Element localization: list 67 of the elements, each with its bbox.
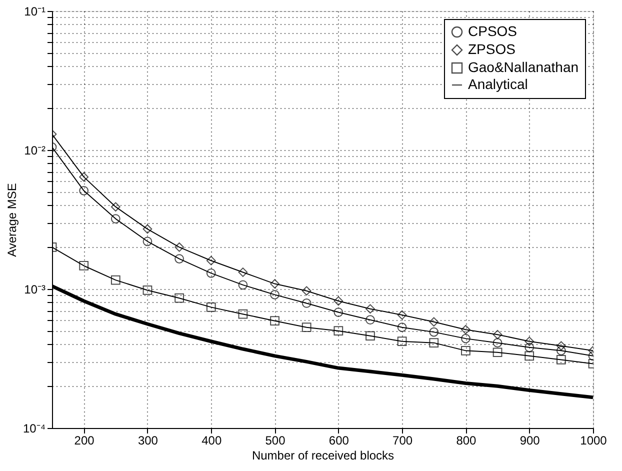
point: [429, 317, 439, 327]
point: [334, 326, 344, 336]
point: [366, 315, 375, 325]
point: [461, 334, 470, 344]
x-tick-label: 500: [265, 434, 286, 448]
point: [79, 186, 89, 196]
point: [492, 348, 502, 358]
legend-label: CPSOS: [468, 23, 518, 39]
point: [142, 224, 152, 234]
point: [142, 286, 152, 295]
point: [429, 327, 439, 337]
point: [270, 316, 280, 326]
x-tick-label: 300: [138, 434, 158, 448]
point: [270, 290, 280, 300]
point: [397, 310, 407, 320]
point: [461, 324, 470, 334]
point: [556, 355, 566, 364]
point: [492, 338, 502, 348]
point: [524, 351, 534, 361]
point: [302, 322, 312, 332]
x-axis-title: Number of received blocks: [252, 448, 394, 462]
point: [110, 202, 120, 212]
point: [556, 341, 566, 351]
point: [79, 261, 89, 270]
point: [302, 286, 312, 296]
point: [174, 242, 184, 252]
point: [429, 338, 439, 348]
point: [110, 214, 120, 224]
point: [270, 279, 280, 288]
point: [524, 336, 534, 346]
point: [334, 296, 344, 306]
point: [238, 309, 248, 319]
point: [524, 342, 534, 352]
y-tick-label: 10⁻⁴: [22, 422, 46, 436]
x-tick-label: 200: [74, 434, 95, 448]
legend-label: Gao&Nallanathan: [468, 59, 579, 75]
point: [206, 268, 216, 278]
y-tick-label: 10⁻¹: [24, 4, 46, 18]
point: [174, 254, 184, 264]
x-tick-label: 600: [328, 434, 350, 448]
point: [238, 268, 248, 277]
x-tick-label: 900: [520, 434, 540, 448]
y-tick-label: 10⁻³: [24, 282, 46, 296]
point: [492, 330, 502, 340]
y-axis-title: Average MSE: [4, 183, 19, 257]
point: [206, 302, 216, 312]
point: [238, 280, 248, 290]
point: [79, 172, 89, 182]
x-tick-label: 1000: [580, 434, 608, 448]
point: [397, 322, 407, 332]
point: [366, 331, 375, 341]
point: [142, 236, 152, 246]
point: [206, 256, 216, 266]
x-tick-label: 400: [202, 434, 222, 448]
point: [174, 293, 184, 303]
point: [461, 346, 470, 356]
point: [110, 275, 120, 285]
point: [302, 298, 312, 308]
legend-label: ZPSOS: [468, 41, 516, 57]
x-tick-label: 800: [456, 434, 477, 448]
legend-label: Analytical: [468, 76, 528, 92]
point: [334, 308, 344, 317]
point: [556, 346, 566, 356]
point: [397, 336, 407, 346]
point: [366, 304, 375, 314]
y-tick-label: 10⁻²: [24, 144, 46, 158]
x-tick-label: 700: [392, 434, 413, 448]
